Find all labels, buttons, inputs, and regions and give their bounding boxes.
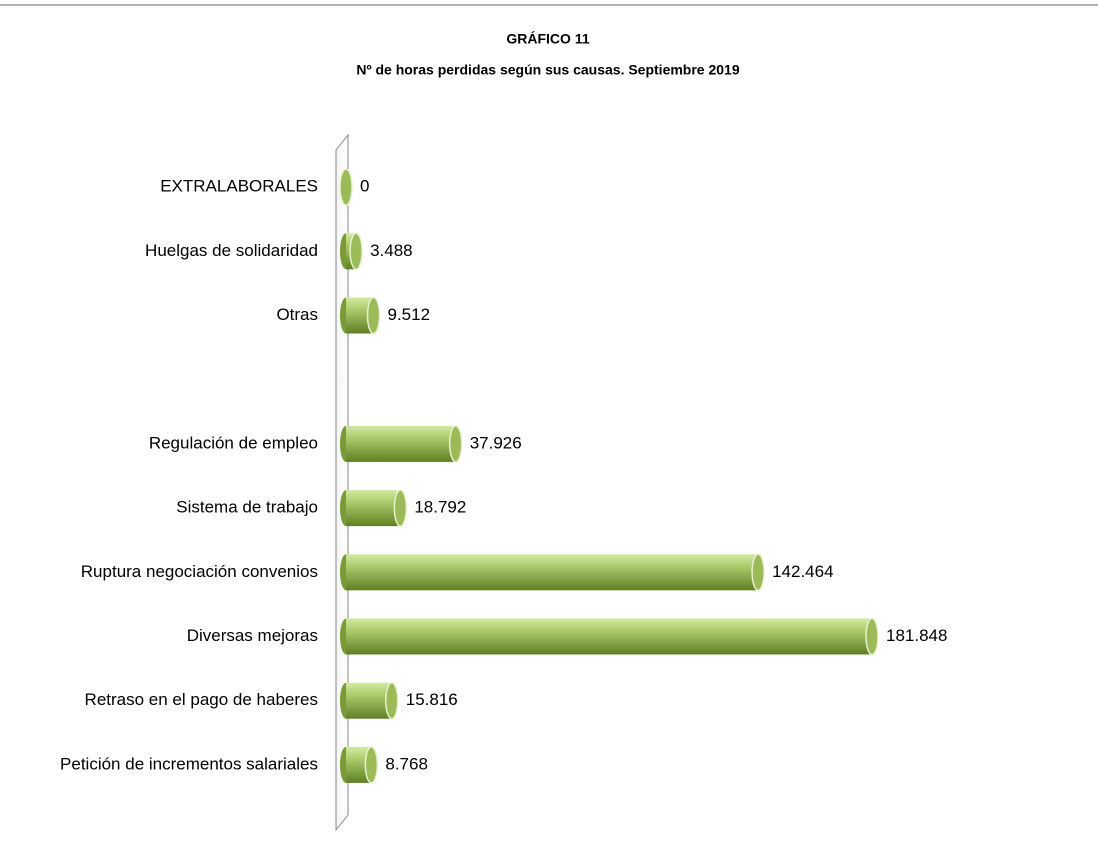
bar [340, 681, 399, 720]
bar [340, 553, 765, 592]
value-label: 9.512 [388, 305, 431, 324]
category-label: Regulación de empleo [149, 433, 318, 452]
bar [340, 232, 363, 271]
category-label: Otras [276, 305, 318, 324]
value-label: 142.464 [772, 562, 833, 581]
value-label: 18.792 [414, 498, 466, 517]
category-label: EXTRALABORALES [160, 177, 318, 196]
bar [339, 168, 353, 206]
category-label: Petición de incrementos salariales [60, 754, 318, 773]
chart-title: GRÁFICO 11 [506, 31, 589, 47]
value-label: 37.926 [470, 433, 522, 452]
category-label: Ruptura negociación convenios [81, 562, 318, 581]
value-label: 15.816 [406, 690, 458, 709]
category-label: Diversas mejoras [187, 626, 318, 645]
chart-subtitle: Nº de horas perdidas según sus causas. S… [356, 62, 739, 78]
value-label: 3.488 [370, 241, 413, 260]
value-label: 181.848 [886, 626, 947, 645]
bar [340, 296, 381, 335]
value-label: 8.768 [385, 754, 428, 773]
category-label: Huelgas de solidaridad [145, 241, 318, 260]
bar [340, 617, 879, 656]
category-label: Retraso en el pago de haberes [85, 690, 318, 709]
bar [340, 425, 463, 463]
bar [340, 489, 408, 527]
category-label: Sistema de trabajo [176, 498, 318, 517]
bar [340, 746, 379, 784]
value-label: 0 [360, 177, 369, 196]
